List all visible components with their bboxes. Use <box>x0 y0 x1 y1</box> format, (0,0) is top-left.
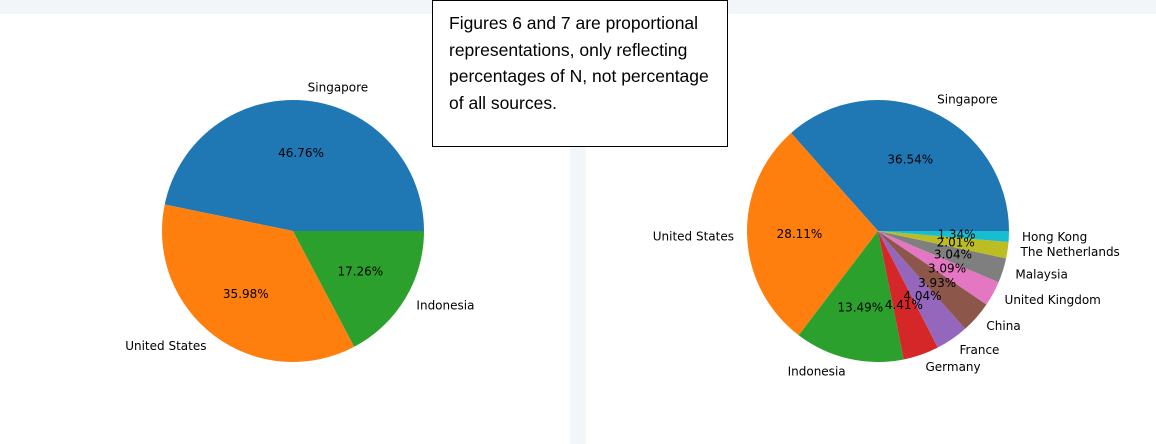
pie-slice-united-kingdom <box>878 231 999 305</box>
pie-category-label-singapore: Singapore <box>937 93 998 107</box>
pie-category-label-china: China <box>986 319 1020 333</box>
pie-slice-malaysia <box>878 231 1007 283</box>
pie-slice-singapore <box>164 100 424 232</box>
pie-slice-the-netherlands <box>878 231 1009 259</box>
pie-slice-indonesia <box>293 231 424 347</box>
pie-category-label-france: France <box>960 343 1000 357</box>
pie-slice-china <box>878 231 987 329</box>
pie-pct-label-singapore: 36.54% <box>887 152 933 166</box>
pie-category-label-malaysia: Malaysia <box>1015 267 1067 281</box>
pie-category-label-the-netherlands: The Netherlands <box>1020 245 1120 259</box>
pie-pct-label-united-states: 35.98% <box>223 287 269 301</box>
pie-pct-label-singapore: 46.76% <box>278 146 324 160</box>
pie-category-label-indonesia: Indonesia <box>416 298 474 312</box>
pie-slice-indonesia <box>798 231 904 363</box>
pie-pct-label-united-states: 28.11% <box>777 227 823 241</box>
pie-slice-germany <box>878 231 938 360</box>
pie-category-label-germany: Germany <box>925 360 980 374</box>
pie-slice-united-states <box>747 132 878 336</box>
pie-pct-label-indonesia: 13.49% <box>837 301 883 315</box>
pie-chart-right: 36.54% Singapore 28.11% United States 13.49%… <box>653 93 1120 379</box>
pie-chart-left: 46.76% Singapore 35.98% United States 17.26%… <box>125 81 474 362</box>
pie-pct-label-france: 4.04% <box>903 289 941 303</box>
pie-pct-label-united-kingdom: 3.09% <box>928 262 966 276</box>
pie-category-label-indonesia: Indonesia <box>788 364 846 378</box>
pie-slice-singapore <box>791 100 1009 231</box>
pie-category-label-united-states: United States <box>653 229 734 243</box>
pie-slice-france <box>878 231 966 348</box>
pie-category-label-united-kingdom: United Kingdom <box>1005 293 1101 307</box>
pie-pct-label-the-netherlands: 2.01% <box>937 236 975 250</box>
note-box: Figures 6 and 7 are proportional represe… <box>432 0 728 147</box>
pie-pct-label-germany: 4.41% <box>885 298 923 312</box>
pie-category-label-singapore: Singapore <box>308 81 369 95</box>
pie-slice-hong-kong <box>878 231 1009 243</box>
pie-category-label-united-states: United States <box>125 339 206 353</box>
pie-pct-label-china: 3.93% <box>918 276 956 290</box>
pie-pct-label-malaysia: 3.04% <box>934 248 972 262</box>
pie-category-label-hong-kong: Hong Kong <box>1022 230 1087 244</box>
pie-pct-label-hong-kong: 1.34% <box>937 227 975 241</box>
note-text: Figures 6 and 7 are proportional represe… <box>449 13 709 113</box>
pie-pct-label-indonesia: 17.26% <box>337 265 383 279</box>
pie-slice-united-states <box>161 204 355 362</box>
